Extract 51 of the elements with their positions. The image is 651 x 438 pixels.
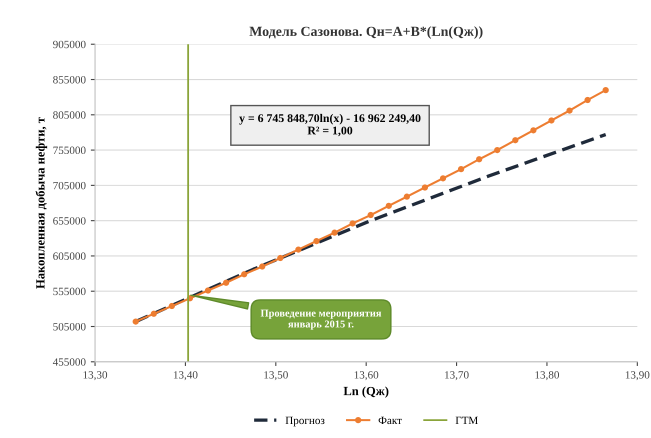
x-tick-label: 13,90 xyxy=(626,371,650,380)
y-axis-title: Накопленная добыча нефти, т xyxy=(36,117,48,289)
point xyxy=(295,246,302,253)
x-tick-label: 13,80 xyxy=(535,371,560,380)
point xyxy=(548,117,555,124)
y-tick-label: 505000 xyxy=(53,322,86,330)
point xyxy=(259,263,266,270)
x-axis-title: Ln (Qж) xyxy=(344,386,388,398)
y-tick-label: 705000 xyxy=(53,182,86,190)
point xyxy=(222,280,230,286)
point xyxy=(168,302,175,310)
y-tick-label: 455000 xyxy=(52,358,86,366)
point xyxy=(422,184,428,191)
point xyxy=(386,202,392,209)
point xyxy=(512,137,518,144)
annotation: y = 6 745 848,70ln(x) - 16 962 249,40 R² = 1,00 xyxy=(239,114,421,136)
point xyxy=(368,212,374,218)
point xyxy=(476,156,482,162)
point xyxy=(494,146,500,154)
legend-label: Прогноз xyxy=(286,416,324,426)
point xyxy=(566,107,573,114)
point xyxy=(150,310,157,317)
x-tick-label: 13,50 xyxy=(264,371,288,380)
point xyxy=(204,287,212,294)
point xyxy=(350,220,356,227)
point xyxy=(404,194,410,200)
point xyxy=(458,166,464,172)
point xyxy=(241,271,248,278)
x-tick-label: 13,30 xyxy=(84,371,108,380)
y-tick-label: 555000 xyxy=(53,288,86,296)
y-tick-label: 655000 xyxy=(53,217,86,225)
point xyxy=(602,86,609,94)
legend-label: ГТМ xyxy=(456,416,478,424)
annotation: Проведение мероприятия январь 2015 г. xyxy=(260,310,382,330)
point xyxy=(132,318,139,325)
point xyxy=(313,238,320,244)
point xyxy=(331,230,338,236)
x-tick-label: 13,70 xyxy=(445,371,469,380)
y-tick-label: 855000 xyxy=(53,76,86,84)
y-tick-label: 605000 xyxy=(53,252,86,260)
y-tick-label: 805000 xyxy=(53,111,86,119)
chart-title: Модель Сазонова. Qн=A+B*(Ln(Qж)) xyxy=(249,26,483,39)
y-tick-label: 905000 xyxy=(53,40,86,48)
legend-label: Факт xyxy=(378,416,402,424)
x-tick-label: 13,40 xyxy=(174,371,198,380)
point xyxy=(440,175,446,182)
point xyxy=(277,254,284,262)
y-tick-label: 755000 xyxy=(53,146,86,154)
point xyxy=(530,127,537,134)
x-tick-label: 13,60 xyxy=(354,371,378,380)
point xyxy=(584,96,591,104)
